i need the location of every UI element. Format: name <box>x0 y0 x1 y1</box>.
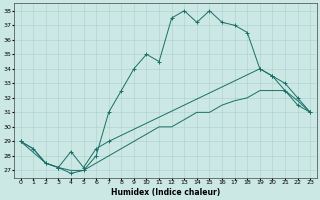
X-axis label: Humidex (Indice chaleur): Humidex (Indice chaleur) <box>111 188 220 197</box>
